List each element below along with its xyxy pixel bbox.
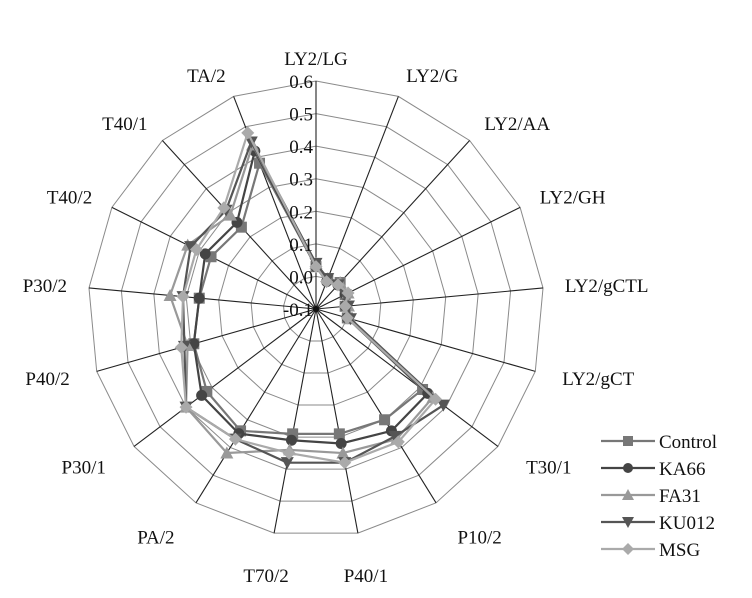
data-point (287, 428, 299, 440)
axis-label: LY2/LG (284, 49, 348, 70)
data-point (309, 260, 323, 274)
tick-label: -0.1 (283, 300, 313, 321)
axis-spoke (96, 308, 317, 372)
axis-spoke (315, 308, 499, 447)
data-point (336, 446, 350, 459)
axis-label: TA/2 (187, 66, 226, 87)
grid-ring (185, 178, 447, 438)
data-point (623, 436, 633, 446)
data-point (205, 251, 217, 263)
data-point (196, 389, 208, 401)
data-point (282, 446, 296, 460)
data-point (220, 446, 234, 459)
legend-label: KU012 (659, 513, 715, 534)
axis-spoke (315, 308, 437, 504)
data-point (340, 311, 354, 325)
axis-spoke (273, 308, 317, 534)
axis-label: T30/1 (526, 458, 571, 479)
data-point (163, 288, 177, 301)
tick-label: 0.0 (289, 267, 313, 288)
axis-spoke (133, 308, 317, 447)
legend-label: MSG (659, 540, 700, 561)
series-ka66 (188, 145, 434, 449)
tick-label: 0.3 (289, 170, 313, 191)
data-point (285, 434, 297, 446)
grid-ring (218, 210, 414, 406)
grid-ring (153, 145, 479, 470)
data-point (228, 432, 242, 446)
data-point (335, 437, 347, 449)
data-point (199, 248, 211, 260)
axis-label: P30/1 (62, 458, 106, 479)
data-point (217, 201, 231, 215)
legend-label: KA66 (659, 459, 705, 480)
legend-item: MSG (601, 540, 700, 561)
axis-label: P30/2 (23, 276, 67, 297)
data-point (623, 463, 633, 473)
data-point (436, 399, 450, 412)
axis-label: LY2/AA (484, 114, 550, 135)
center-point (313, 306, 319, 312)
data-point (341, 286, 355, 300)
tick-label: 0.4 (289, 137, 313, 158)
legend-label: Control (659, 432, 717, 453)
axis-label: T40/1 (102, 114, 147, 135)
legend-item: Control (601, 432, 717, 453)
axis-label: P10/2 (457, 527, 501, 548)
data-point (176, 290, 190, 304)
legend-item: FA31 (601, 486, 701, 507)
axis-spoke (315, 308, 359, 534)
data-point (391, 435, 405, 449)
data-point (184, 241, 198, 254)
tick-label: 0.6 (289, 72, 313, 93)
axis-label: T40/2 (47, 188, 92, 209)
data-point (201, 385, 213, 397)
data-point (331, 278, 345, 292)
legend-item: KU012 (601, 513, 715, 534)
axis-label: T70/2 (243, 566, 288, 587)
axis-label: P40/2 (25, 369, 69, 390)
data-point (193, 292, 205, 304)
data-point (179, 400, 193, 414)
axis-label: LY2/gCT (562, 369, 634, 390)
data-point (338, 299, 352, 313)
axis-label: PA/2 (137, 527, 174, 548)
tick-label: 0.5 (289, 105, 313, 126)
series-msg (174, 126, 443, 470)
axis-spoke (195, 308, 317, 504)
data-point (388, 430, 402, 443)
data-point (280, 457, 294, 470)
data-point (254, 157, 266, 169)
data-point (244, 136, 258, 149)
grid-ring (88, 80, 544, 534)
data-point (241, 126, 255, 140)
grid-ring (250, 243, 382, 374)
data-point (223, 208, 237, 221)
data-point (338, 456, 352, 470)
legend: Control KA66 FA31 KU012 MSG (601, 432, 717, 561)
data-point (189, 242, 203, 256)
data-point (429, 392, 443, 406)
series-control (188, 157, 429, 440)
data-point (622, 517, 634, 528)
grid-ring (120, 113, 512, 502)
tick-label: 0.1 (289, 235, 313, 256)
axis-label: LY2/G (406, 66, 458, 87)
data-point (622, 489, 634, 500)
data-point (235, 221, 247, 233)
data-point (622, 543, 634, 555)
tick-label: 0.2 (289, 202, 313, 223)
data-point (174, 340, 188, 354)
legend-label: FA31 (659, 486, 701, 507)
data-point (333, 428, 345, 440)
axis-label: P40/1 (344, 566, 388, 587)
axis-spoke (315, 287, 544, 310)
axis-label: LY2/gCTL (565, 276, 649, 297)
data-point (379, 414, 391, 426)
axis-label: LY2/GH (540, 188, 606, 209)
data-point (320, 275, 334, 289)
legend-item: KA66 (601, 459, 705, 480)
